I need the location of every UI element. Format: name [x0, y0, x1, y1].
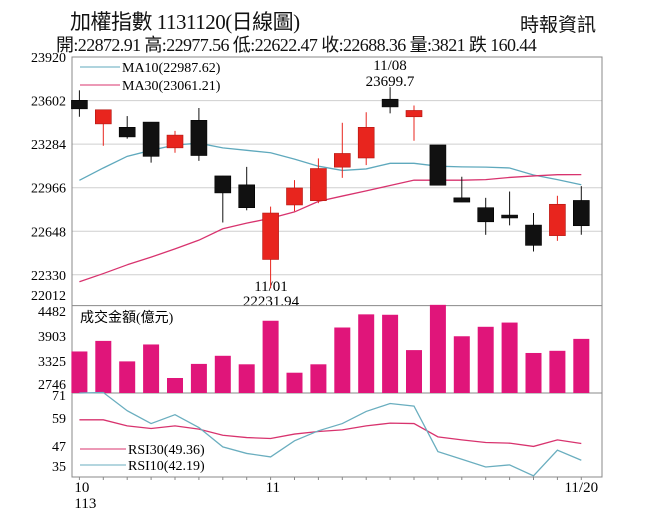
volume-tick-label: 4482: [38, 305, 66, 320]
ma30-legend: MA30(23061.21): [122, 79, 221, 94]
rsi-tick-label: 59: [52, 412, 66, 427]
ma10-legend: MA10(22987.62): [122, 61, 221, 76]
chart-title: 加權指數 1131120(日線圖): [70, 10, 300, 34]
rsi30-legend: RSI30(49.36): [128, 443, 205, 458]
source-label: 時報資訊: [520, 15, 597, 36]
candle-up: [166, 134, 184, 149]
annotation-high-date: 11/08: [373, 58, 407, 74]
price-tick-label: 23284: [31, 138, 66, 153]
price-tick-label: 23602: [31, 95, 66, 110]
candle-down: [453, 197, 471, 203]
volume-bar: [406, 350, 422, 393]
volume-bar: [525, 352, 542, 393]
candle-up: [333, 153, 351, 168]
volume-bar: [286, 372, 303, 393]
volume-bar: [143, 344, 160, 393]
volume-bar: [477, 326, 494, 393]
candle-up: [405, 110, 423, 118]
rsi30-line: [79, 419, 582, 448]
ma10-line: [79, 142, 582, 186]
price-tick-label: 22330: [31, 269, 66, 284]
volume-bar: [358, 314, 375, 393]
x-tick-label: 11: [266, 480, 280, 496]
candle-up: [549, 203, 566, 236]
candle-down: [381, 98, 399, 108]
volume-bar: [549, 350, 566, 393]
candle-down: [572, 200, 590, 227]
candle-down: [71, 100, 88, 110]
rsi-tick-label: 47: [52, 440, 66, 455]
x-year-label: 113: [74, 496, 96, 512]
rsi10-legend: RSI10(42.19): [128, 459, 205, 474]
volume-bar: [453, 336, 470, 393]
volume-title: 成交金額(億元): [80, 309, 174, 326]
price-tick-label: 22966: [31, 182, 66, 197]
volume-bar: [573, 338, 590, 393]
candle-down: [190, 120, 208, 156]
candle-up: [95, 109, 112, 125]
rsi10-line: [79, 391, 582, 477]
volume-bar: [238, 364, 255, 393]
candle-up: [286, 187, 303, 206]
candle-down: [477, 207, 495, 223]
candle-up: [262, 212, 279, 260]
volume-bar: [501, 322, 518, 393]
annotation-high-value: 23699.7: [366, 74, 415, 90]
volume-bar: [167, 377, 183, 393]
volume-bar: [119, 361, 136, 393]
volume-bar: [214, 355, 231, 393]
volume-bar: [382, 314, 399, 393]
x-tick-label: 11/20: [564, 480, 598, 496]
candle-down: [501, 214, 518, 219]
candle-down: [118, 127, 136, 138]
volume-bar: [190, 363, 207, 393]
price-tick-label: 23920: [31, 51, 66, 66]
candle-up: [357, 127, 375, 159]
rsi-tick-label: 71: [52, 389, 66, 404]
volume-bar: [334, 327, 351, 393]
candle-down: [238, 184, 255, 208]
rsi-tick-label: 35: [52, 460, 66, 475]
volume-bar: [310, 364, 327, 393]
price-tick-label: 22012: [31, 289, 66, 304]
candle-down: [142, 121, 160, 157]
volume-bar: [262, 320, 279, 393]
ohlc-stats: 開:22872.91 高:22977.56 低:22622.47 收:22688…: [56, 35, 537, 55]
price-tick-label: 22648: [31, 225, 66, 240]
candle-down: [214, 175, 232, 194]
candle-down: [429, 144, 447, 186]
candle-down: [525, 224, 542, 246]
volume-bar: [429, 304, 446, 393]
volume-tick-label: 2746: [38, 378, 66, 393]
volume-bar: [95, 340, 112, 393]
candle-up: [310, 168, 327, 202]
volume-tick-label: 3325: [38, 355, 66, 370]
volume-tick-label: 3903: [38, 330, 66, 345]
ma30-line: [79, 174, 582, 283]
x-tick-label: 10: [74, 480, 89, 496]
volume-bar: [71, 351, 88, 393]
annotation-low-value: 22231.94: [243, 294, 300, 310]
plot-frame: [71, 56, 603, 478]
